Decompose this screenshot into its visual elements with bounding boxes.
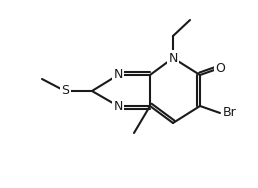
Text: N: N xyxy=(113,99,123,112)
Text: N: N xyxy=(113,68,123,82)
Text: O: O xyxy=(215,61,225,74)
Text: Br: Br xyxy=(223,106,237,120)
Text: S: S xyxy=(61,84,69,98)
Text: N: N xyxy=(168,52,178,64)
